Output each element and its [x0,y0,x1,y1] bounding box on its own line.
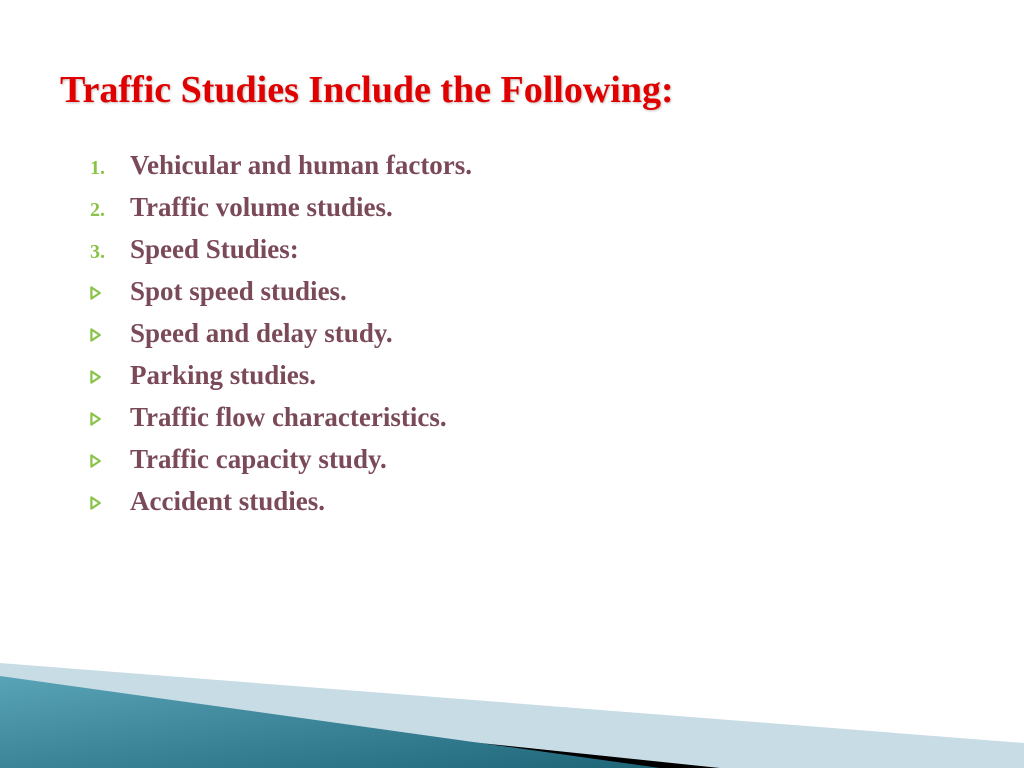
arrow-icon [90,324,130,342]
list-item: Spot speed studies. [90,276,472,307]
list-item: Traffic capacity study. [90,444,472,475]
list-item: Parking studies. [90,360,472,391]
list-item-text: Vehicular and human factors. [130,150,472,181]
arrow-icon [90,492,130,510]
list-item: Accident studies. [90,486,472,517]
list-item-text: Traffic flow characteristics. [130,402,447,433]
arrow-icon [90,408,130,426]
arrow-icon [90,450,130,468]
slide-title: Traffic Studies Include the Following: [60,68,674,112]
arrow-icon [90,366,130,384]
list-item-text: Accident studies. [130,486,325,517]
list-item-text: Traffic capacity study. [130,444,387,475]
content-list: 1. Vehicular and human factors. 2. Traff… [90,150,472,528]
list-item: 3. Speed Studies: [90,234,472,265]
list-item-text: Traffic volume studies. [130,192,393,223]
number-marker: 3. [90,241,130,264]
number-marker: 1. [90,157,130,180]
list-item-text: Speed Studies: [130,234,299,265]
list-item: 2. Traffic volume studies. [90,192,472,223]
list-item: Traffic flow characteristics. [90,402,472,433]
list-item-text: Spot speed studies. [130,276,347,307]
list-item-text: Parking studies. [130,360,316,391]
list-item-text: Speed and delay study. [130,318,393,349]
slide-decoration [0,588,1024,768]
arrow-icon [90,282,130,300]
number-marker: 2. [90,199,130,222]
list-item: Speed and delay study. [90,318,472,349]
list-item: 1. Vehicular and human factors. [90,150,472,181]
